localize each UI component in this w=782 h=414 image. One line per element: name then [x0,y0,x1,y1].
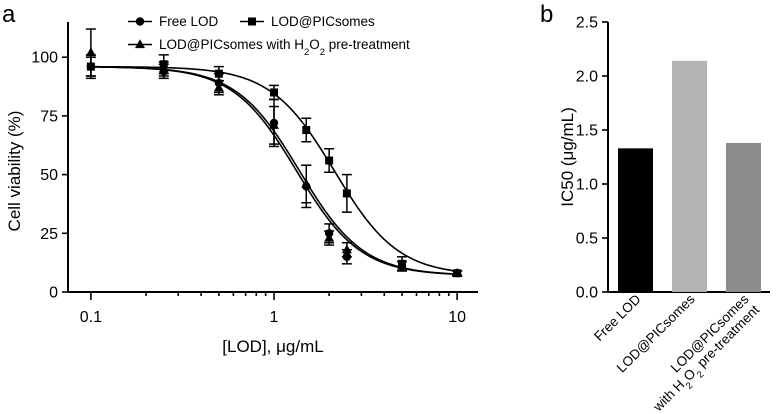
x-tick-label: 0.1 [80,309,102,326]
series-triangle [85,28,463,277]
chart-b: 0.0 0.5 1.0 1.5 2.0 2.5 IC50 (μg/mL) Free LODLO… [558,15,770,414]
legend-marker-square [248,17,256,26]
series-square [85,54,463,278]
data-point [302,126,311,134]
data-point [269,120,280,129]
data-point [341,244,352,254]
y-tick-label: 1.0 [576,177,598,194]
legend-label: LOD@PICsomes [271,14,375,29]
y-tick-label: 2.0 [576,69,598,86]
data-point [397,260,408,270]
data-point [85,47,96,57]
data-point [324,232,335,242]
data-point [158,63,169,73]
data-point [301,178,312,188]
data-point [342,189,351,198]
y-tick-label: 0 [49,285,58,302]
data-point [452,268,463,277]
y-tick-label: 0.0 [576,285,598,302]
legend-marker-circle [135,17,145,26]
category-label: Free LOD [591,291,644,344]
legend-label: LOD@PICsomes with H2O2 pre-treatment [159,37,410,58]
bar [726,142,761,292]
y-tick-label: 2.5 [576,15,598,32]
chart-a: 0 25 50 75 100 0.1 1 10 [LOD], μg/mL Cell viabili… [5,14,478,356]
bar [618,148,653,292]
legend-label: Free LOD [159,14,219,29]
data-point [214,69,223,78]
panel-b-label: b [540,1,553,28]
y-tick-label: 100 [31,50,58,67]
y-tick-label: 50 [40,167,58,184]
legend-marker-triangle [135,39,145,49]
x-tick-label: 10 [448,309,466,326]
bar [672,60,707,292]
y-tick-label: 0.5 [576,231,598,248]
y-axis-title: IC50 (μg/mL) [558,107,577,207]
y-tick-label: 25 [40,226,58,243]
data-point [270,88,279,97]
y-tick-label: 1.5 [576,123,598,140]
legend: Free LOD LOD@PICsomes LOD@PICsomes with H2… [128,14,410,58]
x-axis-title: [LOD], μg/mL [222,337,323,356]
data-point [325,156,334,165]
panel-a-label: a [2,1,16,28]
y-axis-title: Cell viability (%) [5,111,24,232]
data-point [213,82,224,92]
category-label-line: Free LOD [591,291,644,344]
y-tick-label: 75 [40,108,58,125]
x-tick-label: 1 [270,309,279,326]
